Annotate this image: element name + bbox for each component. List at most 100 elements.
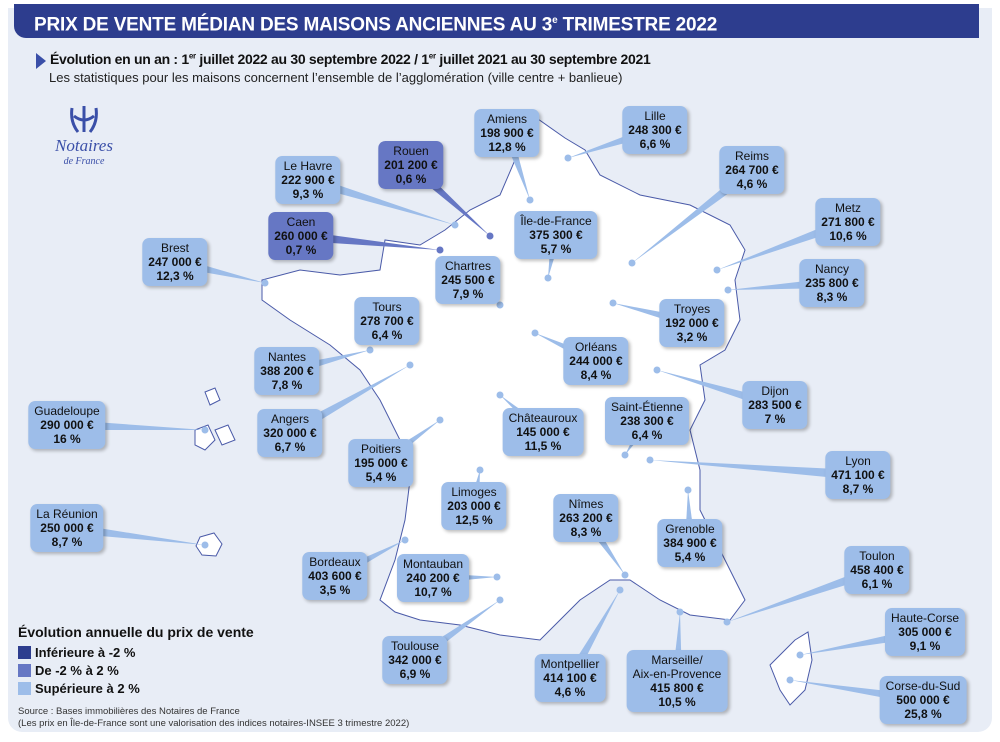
city-change: 6,4 %: [631, 428, 663, 442]
city-price: 458 400 €: [850, 563, 904, 577]
legend-label: Inférieure à -2 %: [35, 644, 136, 660]
city-price: 250 000 €: [40, 521, 94, 535]
city-name: Reims: [734, 149, 770, 163]
city-name: Orléans: [574, 340, 618, 354]
title-sup: e: [552, 15, 558, 26]
city-price: 375 300 €: [529, 228, 583, 242]
city-change: 4,6 %: [554, 685, 586, 699]
corsica: [769, 631, 813, 706]
city-dot: [493, 573, 501, 581]
city-change: 5,4 %: [365, 470, 397, 484]
city-label: Châteauroux 145 000 €11,5 %: [502, 408, 584, 456]
city-change: 9,3 %: [292, 187, 324, 201]
source-line: Source : Bases immobilières des Notaires…: [18, 706, 240, 717]
city-dot: [261, 279, 269, 287]
city-label: Bordeaux 403 600 €3,5 %: [302, 552, 368, 600]
city-price: 290 000 €: [40, 418, 94, 432]
city-label: Amiens 198 900 €12,8 %: [474, 109, 540, 157]
mainland-france: [261, 111, 746, 641]
city-dot: [366, 346, 374, 354]
city-name: Châteauroux: [508, 411, 578, 425]
guadeloupe-north: [204, 387, 221, 406]
la-reunion: [195, 532, 223, 557]
subtitle-part: juillet 2021 au 30 septembre 2021: [435, 51, 651, 67]
city-label: Metz 271 800 €10,6 %: [815, 198, 881, 246]
city-change: 3,5 %: [319, 583, 351, 597]
city-dot: [653, 366, 661, 374]
city-price: 283 500 €: [748, 398, 802, 412]
city-name: Limoges: [451, 485, 497, 499]
city-change: 12,5 %: [455, 513, 493, 527]
city-label: Rouen 201 200 €0,6 %: [378, 141, 444, 189]
city-change: 11,5 %: [524, 439, 562, 453]
subtitle-sup: er: [428, 51, 436, 61]
city-price: 203 000 €: [447, 499, 501, 513]
city-dot: [531, 329, 539, 337]
city-label: Corse-du-Sud 500 000 €25,8 %: [879, 676, 967, 724]
city-change: 0,7 %: [285, 243, 317, 257]
city-change: 8,3 %: [816, 290, 848, 304]
city-label: Tours 278 700 €6,4 %: [354, 297, 420, 345]
city-name: Tours: [372, 300, 402, 314]
city-dot: [544, 274, 552, 282]
city-change: 6,7 %: [274, 440, 306, 454]
city-dot: [496, 596, 504, 604]
leader-line: [306, 175, 455, 225]
city-dot: [724, 286, 732, 294]
city-dot: [609, 299, 617, 307]
guadeloupe: [194, 424, 236, 451]
city-name: Bordeaux: [309, 555, 361, 569]
leader-line: [727, 565, 879, 622]
city-dot: [713, 266, 721, 274]
city-change: 5,4 %: [674, 550, 706, 564]
city-change: 7 %: [764, 412, 786, 426]
city-label: Lyon 471 100 €8,7 %: [825, 451, 891, 499]
city-name: Nancy: [814, 262, 850, 276]
city-dot: [496, 301, 504, 309]
legend-item-mid: De -2 % à 2 %: [18, 661, 254, 679]
city-price: 320 000 €: [263, 426, 317, 440]
city-dot: [526, 196, 534, 204]
city-name: Guadeloupe: [34, 404, 100, 418]
city-change: 12,3 %: [156, 269, 194, 283]
city-dot: [628, 259, 636, 267]
city-label: Grenoble 384 900 €5,4 %: [657, 519, 723, 567]
city-name: Saint-Étienne: [610, 400, 684, 414]
city-label: Nancy 235 800 €8,3 %: [799, 259, 865, 307]
page-title: PRIX DE VENTE MÉDIAN DES MAISONS ANCIENN…: [14, 4, 979, 38]
city-dot: [486, 232, 494, 240]
city-price: 305 000 €: [898, 625, 952, 639]
city-dot: [723, 618, 731, 626]
city-name: Dijon: [761, 384, 789, 398]
city-change: 10,7 %: [414, 585, 452, 599]
subtitle: Évolution en un an : 1er juillet 2022 au…: [50, 51, 651, 67]
city-dot: [796, 651, 804, 659]
city-name: Chartres: [444, 259, 492, 273]
title-end: TRIMESTRE 2022: [557, 14, 718, 36]
city-dot: [406, 361, 414, 369]
city-price: 260 000 €: [274, 229, 328, 243]
city-dot: [676, 608, 684, 616]
city-name: Lyon: [845, 454, 871, 468]
city-name: Rouen: [393, 144, 429, 158]
city-price: 247 000 €: [148, 255, 202, 269]
city-change: 12,8 %: [488, 140, 526, 154]
city-dot: [684, 486, 692, 494]
title-text: PRIX DE VENTE MÉDIAN DES MAISONS ANCIENN…: [34, 14, 553, 36]
city-label: Nîmes 263 200 €8,3 %: [553, 494, 619, 542]
city-name: Metz: [834, 201, 862, 215]
city-dot: [401, 536, 409, 544]
city-name: Nîmes: [568, 497, 604, 511]
city-change: 6,6 %: [639, 137, 671, 151]
city-price: 388 200 €: [260, 364, 314, 378]
city-name: Grenoble: [665, 522, 715, 536]
legend-swatch: [18, 645, 31, 659]
city-change: 8,7 %: [51, 535, 83, 549]
city-label: Orléans 244 000 €8,4 %: [563, 337, 629, 385]
city-name: Caen: [286, 215, 316, 229]
city-price: 244 000 €: [569, 354, 623, 368]
city-dot: [616, 586, 624, 594]
city-label: Toulouse 342 000 €6,9 %: [382, 636, 448, 684]
city-change: 3,2 %: [676, 330, 708, 344]
subtitle-part: Évolution en un an : 1: [50, 51, 189, 67]
